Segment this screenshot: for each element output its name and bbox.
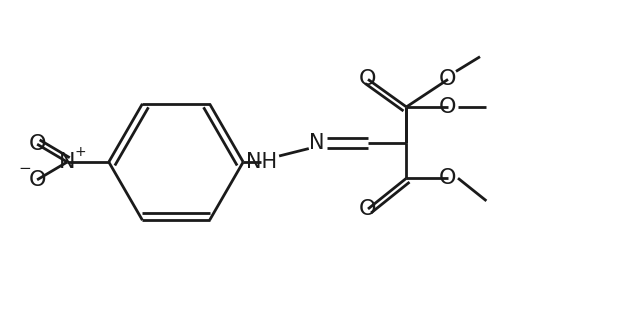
Text: N: N: [59, 152, 76, 172]
Text: O: O: [359, 199, 377, 219]
Text: O: O: [439, 69, 457, 89]
Text: +: +: [74, 145, 86, 159]
Text: O: O: [28, 134, 46, 154]
Text: N: N: [309, 133, 324, 153]
Text: O: O: [439, 97, 457, 117]
Text: NH: NH: [246, 152, 276, 172]
Text: O: O: [359, 69, 377, 89]
Text: −: −: [19, 161, 31, 176]
Text: O: O: [28, 170, 46, 190]
Text: O: O: [439, 168, 457, 188]
